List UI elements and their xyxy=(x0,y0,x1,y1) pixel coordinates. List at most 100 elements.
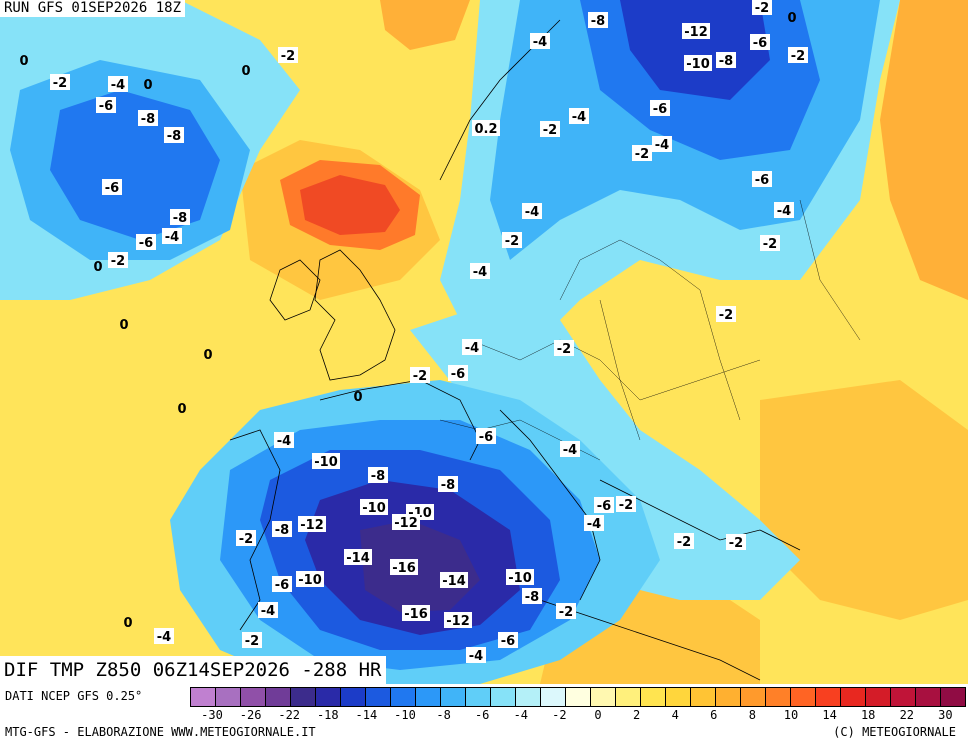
contour-label: -4 xyxy=(469,649,483,664)
contour-label: -2 xyxy=(677,535,691,550)
credits-right: (C) METEOGIORNALE xyxy=(833,725,956,739)
warm-area-anatolia xyxy=(760,380,968,620)
colorbar-tick-label: 2 xyxy=(632,708,641,722)
contour-label: -10 xyxy=(362,501,386,516)
contour-label-bg xyxy=(716,52,736,68)
contour-label: -6 xyxy=(753,36,767,51)
colorbar-swatch xyxy=(766,688,791,706)
colorbar-swatch xyxy=(191,688,216,706)
contour-label: -4 xyxy=(277,434,291,449)
contour-label: -2 xyxy=(791,49,805,64)
colorbar-swatch xyxy=(866,688,891,706)
colorbar-swatch xyxy=(316,688,341,706)
colorbar-swatch xyxy=(266,688,291,706)
colorbar-tick-label: 22 xyxy=(899,708,915,722)
cold-band-central xyxy=(410,300,800,600)
colorbar-swatch xyxy=(441,688,466,706)
contour-label: -8 xyxy=(525,590,539,605)
contour-label: -2 xyxy=(413,369,427,384)
colorbar-tick-label: 6 xyxy=(710,708,718,722)
colorbar-tick-label: 0 xyxy=(594,708,602,722)
contour-label: -4 xyxy=(655,138,669,153)
contour-label-bg xyxy=(560,441,580,457)
contour-label: -2 xyxy=(53,76,67,91)
contour-label-bg xyxy=(164,127,184,143)
contour-label: -6 xyxy=(479,430,493,445)
contour-label: -2 xyxy=(719,308,733,323)
contour-label-bg xyxy=(258,602,278,618)
contour-label-bg xyxy=(96,97,116,113)
contour-label-bg xyxy=(632,145,652,161)
contour-label-bg xyxy=(752,0,772,15)
contour-label: -4 xyxy=(572,110,586,125)
colorbar-swatch xyxy=(516,688,541,706)
contour-label: 0 xyxy=(19,54,28,69)
contour-label-bg xyxy=(392,514,420,530)
colorbar-swatch xyxy=(741,688,766,706)
contour-label-bg xyxy=(296,571,324,587)
colorbar-swatch xyxy=(591,688,616,706)
contour-label: -2 xyxy=(755,1,769,16)
contour-label: -6 xyxy=(501,634,515,649)
contour-label: -6 xyxy=(275,578,289,593)
contour-label: -6 xyxy=(99,99,113,114)
contour-label-bg xyxy=(298,516,326,532)
contour-label: -8 xyxy=(371,469,385,484)
colorbar-tick-label: -8 xyxy=(436,708,451,722)
colorbar-swatch xyxy=(241,688,266,706)
contour-label: 0 xyxy=(177,402,186,417)
contour-label: -6 xyxy=(653,102,667,117)
colorbar-swatch xyxy=(941,688,965,706)
contour-label-bg xyxy=(162,228,182,244)
contour-label: -2 xyxy=(619,498,633,513)
colorbar-swatch xyxy=(341,688,366,706)
contour-label: -10 xyxy=(298,573,322,588)
contour-label-bg xyxy=(278,47,298,63)
colorbar-tick-label: -22 xyxy=(278,708,301,722)
contour-label-bg xyxy=(136,234,156,250)
legend-panel: DATI NCEP GFS 0.25° -30 -26 -22 -18 -14 -10 -8… xyxy=(0,684,968,745)
contour-label-bg xyxy=(682,23,710,39)
contour-label-bg xyxy=(540,121,560,137)
contour-label-bg xyxy=(530,33,550,49)
contour-label-bg xyxy=(242,632,262,648)
contour-label-bg xyxy=(774,202,794,218)
colorbar-ticks: -30 -26 -22 -18 -14 -10 -8 -6 -4 -2 0 2 4 6 8 10 14 18 22 3… xyxy=(0,708,968,722)
contour-label: -14 xyxy=(346,551,370,566)
contour-label-bg xyxy=(569,108,589,124)
credits-left: MTG-GFS - ELABORAZIONE WWW.METEOGIORNALE… xyxy=(5,725,316,739)
contour-label: -4 xyxy=(157,630,171,645)
temperature-anomaly-map: 0-2 -4 00-2-6-8-8-6-8-6 -40 -20000-4-10-8-8-… xyxy=(0,0,968,684)
contour-label-bg xyxy=(170,209,190,225)
contour-label: -12 xyxy=(300,518,324,533)
contour-label-bg xyxy=(652,136,672,152)
cold-max-med xyxy=(360,520,480,612)
contour-label-bg xyxy=(154,628,174,644)
contour-label: -4 xyxy=(165,230,179,245)
colorbar-swatch xyxy=(541,688,566,706)
data-source: DATI NCEP GFS 0.25° xyxy=(5,689,143,703)
contour-label: 0 xyxy=(93,260,102,275)
colorbar-tick-label: -6 xyxy=(474,708,490,722)
contour-label-bg xyxy=(108,76,128,92)
contour-label-bg xyxy=(448,365,468,381)
contour-label: -6 xyxy=(755,173,769,188)
contour-label: -6 xyxy=(597,499,611,514)
contour-label: -4 xyxy=(261,604,275,619)
contour-label-bg xyxy=(556,603,576,619)
contour-label-bg xyxy=(716,306,736,322)
contour-label-bg xyxy=(272,576,292,592)
colorbar-swatch xyxy=(391,688,416,706)
contour-label: 0 xyxy=(119,318,128,333)
colorbar-tick-label: 8 xyxy=(748,708,757,722)
colorbar-tick-label: -2 xyxy=(552,708,567,722)
contour-label: -8 xyxy=(167,129,181,144)
colorbar-tick-label: 14 xyxy=(822,708,837,722)
contour-label: 0 xyxy=(241,64,250,79)
contour-label: -8 xyxy=(441,478,455,493)
contour-label-bg xyxy=(760,235,780,251)
contour-label-bg xyxy=(368,467,388,483)
colorbar-tick-label: -4 xyxy=(513,708,529,722)
contour-label-bg xyxy=(594,497,614,513)
contour-label-bg xyxy=(588,12,608,28)
